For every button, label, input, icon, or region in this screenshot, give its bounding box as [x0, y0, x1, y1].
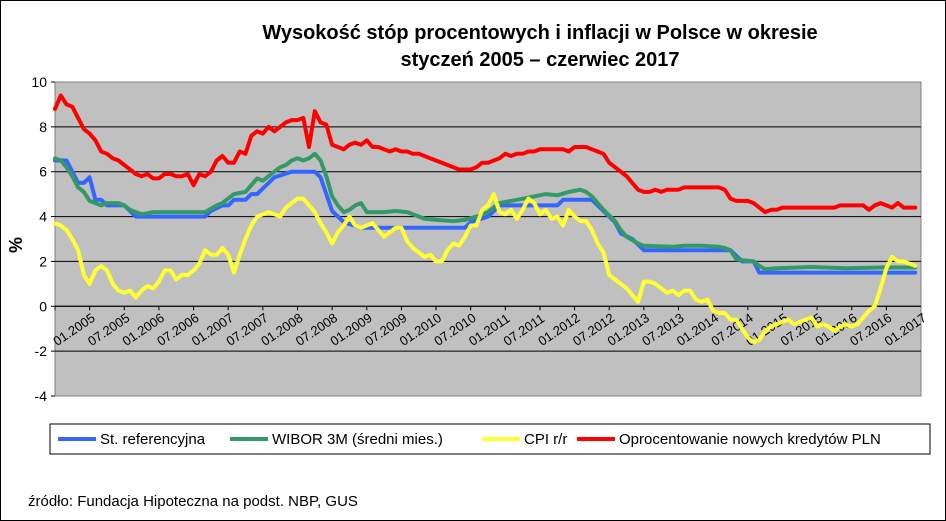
series-line-2 — [53, 192, 918, 345]
legend: St. referencyjna WIBOR 3M (średni mies.) C… — [58, 431, 881, 448]
y-tick-label-5: 6 — [39, 164, 47, 180]
y-tick-label-4: 4 — [39, 209, 47, 225]
y-tick-label-0: -4 — [35, 388, 48, 404]
y-tick-label-3: 2 — [39, 253, 47, 269]
y-axis-label: % — [6, 237, 26, 253]
y-axis-ticks: -4 -2 0 2 4 6 8 10 — [31, 74, 55, 404]
series-lines — [53, 93, 918, 345]
legend-label-0: St. referencyjna — [100, 431, 206, 448]
plot-area — [54, 81, 922, 397]
y-tick-label-7: 10 — [31, 74, 47, 90]
chart-title-line2: styczeń 2005 – czerwiec 2017 — [400, 49, 679, 71]
series-line-3 — [53, 93, 918, 215]
legend-label-3: Oprocentowanie nowych kredytów PLN — [619, 431, 881, 448]
chart-title-line1: Wysokość stóp procentowych i inflacji w … — [262, 22, 817, 44]
legend-label-2: CPI r/r — [524, 431, 567, 448]
legend-label-1: WIBOR 3M (średni mies.) — [272, 431, 443, 448]
y-tick-label-6: 8 — [39, 119, 47, 135]
source-note: źródło: Fundacja Hipoteczna na podst. NB… — [28, 493, 358, 510]
y-tick-label-1: -2 — [35, 343, 48, 359]
y-tick-label-2: 0 — [39, 298, 47, 314]
series-line-1 — [53, 151, 918, 272]
